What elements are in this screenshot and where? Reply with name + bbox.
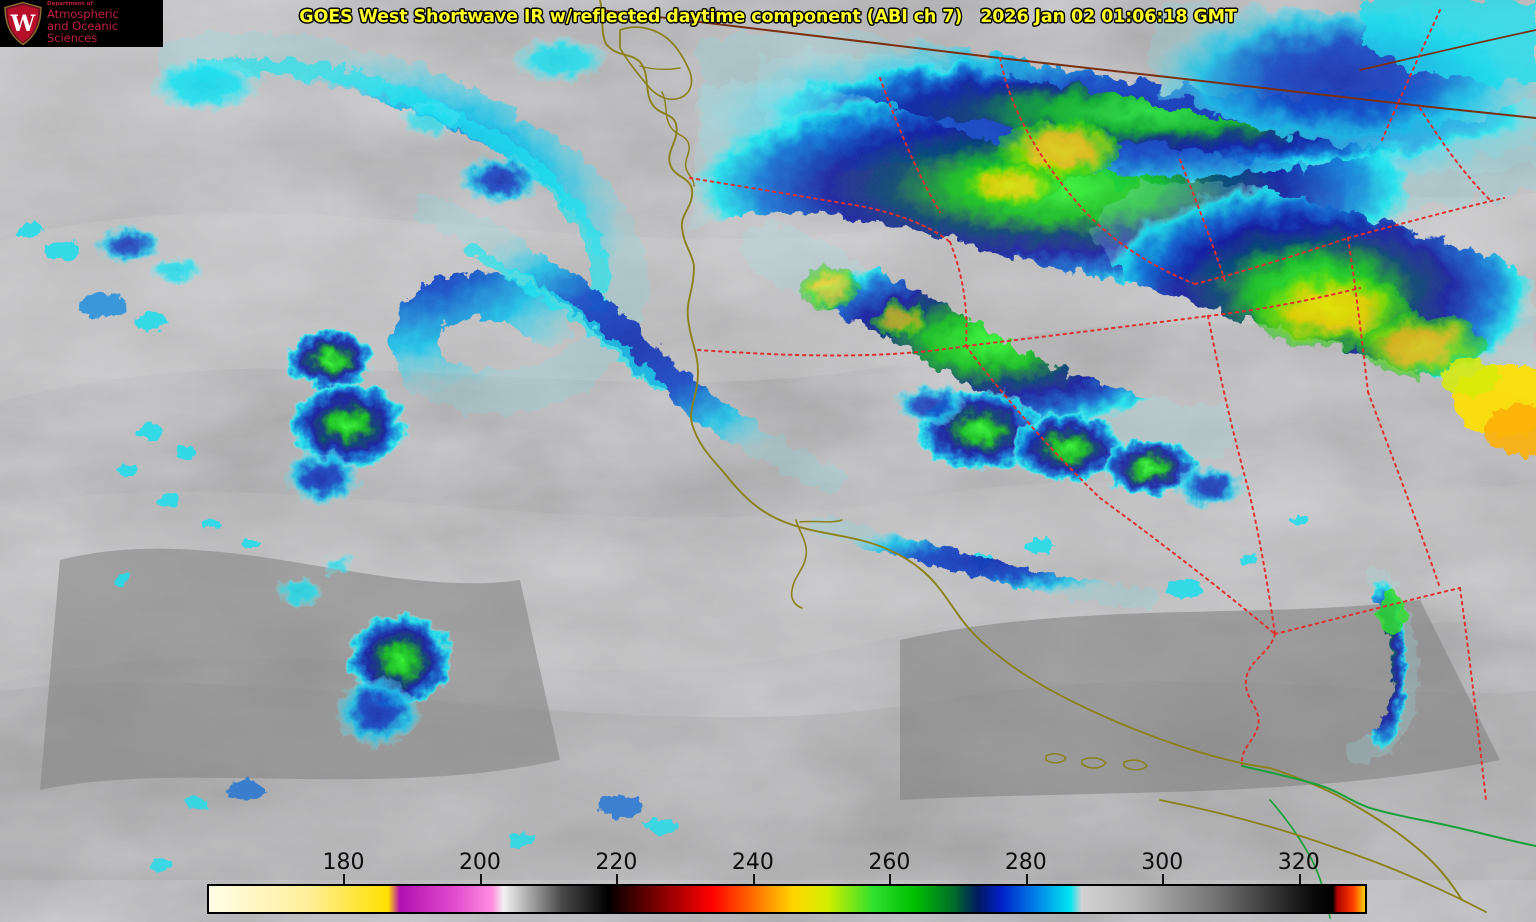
colorbar-tick xyxy=(1162,874,1165,884)
colorbar-tick-label: 180 xyxy=(322,850,365,875)
border-ut-co xyxy=(1367,391,1441,589)
coastline-pacific xyxy=(599,0,1271,769)
colorbar-tick xyxy=(889,874,892,884)
colorbar-tick-label: 240 xyxy=(731,850,774,875)
border-nv-ut xyxy=(1207,315,1276,635)
vancouver-island xyxy=(619,26,693,101)
border-wy-vert xyxy=(1347,237,1369,393)
border-ca-az xyxy=(1240,633,1276,767)
colorbar-tick-label: 260 xyxy=(868,850,911,875)
border-id-wy xyxy=(1194,237,1349,285)
us-mexico-border xyxy=(1241,765,1536,847)
border-ut-wy xyxy=(1207,287,1361,317)
border-ut-az xyxy=(1274,587,1461,635)
colorbar-tick-label: 280 xyxy=(1004,850,1047,875)
channel-islands xyxy=(1045,753,1148,771)
logo-department-label: Department of xyxy=(47,1,93,8)
uw-crest-icon: W xyxy=(2,1,44,46)
colorbar: 180 200 220 240 260 280 300 320 xyxy=(207,850,1367,914)
border-or-ca-nv xyxy=(697,345,967,357)
colorbar-tick xyxy=(752,874,755,884)
puget-sound xyxy=(661,91,695,187)
border-wa-id xyxy=(879,77,941,213)
colorbar-tick-label: 200 xyxy=(458,850,501,875)
svg-text:W: W xyxy=(10,11,36,37)
colorbar-tick-label: 300 xyxy=(1141,850,1184,875)
sf-bay-delta xyxy=(799,519,843,523)
colorbar-tick xyxy=(1298,874,1301,884)
colorbar-tick xyxy=(1025,874,1028,884)
border-ca-nv-diag xyxy=(1099,497,1276,635)
colorbar-tick xyxy=(616,874,619,884)
colorbar-tick-label: 220 xyxy=(595,850,638,875)
uw-aos-logo: W Department of Atmospheric and Oceanic … xyxy=(0,0,163,47)
border-mt-wy xyxy=(1347,197,1505,239)
us-canada-border-east xyxy=(1359,29,1536,71)
border-mt-north-stub xyxy=(1179,159,1227,285)
border-mt-nd xyxy=(1419,107,1491,201)
border-id-mt xyxy=(999,57,1196,285)
border-az-nm xyxy=(1459,587,1487,801)
baja-state-line xyxy=(1159,799,1487,913)
border-wa-or xyxy=(689,177,951,243)
map-overlay-layer xyxy=(599,0,1536,919)
border-nv-id xyxy=(965,315,1209,347)
border-ca-nv-vert xyxy=(965,345,1101,499)
logo-line-1: Atmospheric xyxy=(47,6,119,21)
strait-juan-de-fuca xyxy=(639,65,681,71)
colorbar-gradient xyxy=(207,884,1367,914)
colorbar-tick xyxy=(343,874,346,884)
san-francisco-bay xyxy=(790,519,808,609)
border-extra-ne xyxy=(1381,9,1441,141)
colorbar-tick xyxy=(479,874,482,884)
colorbar-tick-label: 320 xyxy=(1277,850,1320,875)
logo-text-block: Department of Atmospheric and Oceanic Sc… xyxy=(47,1,163,45)
logo-line-2: and Oceanic Sciences xyxy=(47,19,119,45)
